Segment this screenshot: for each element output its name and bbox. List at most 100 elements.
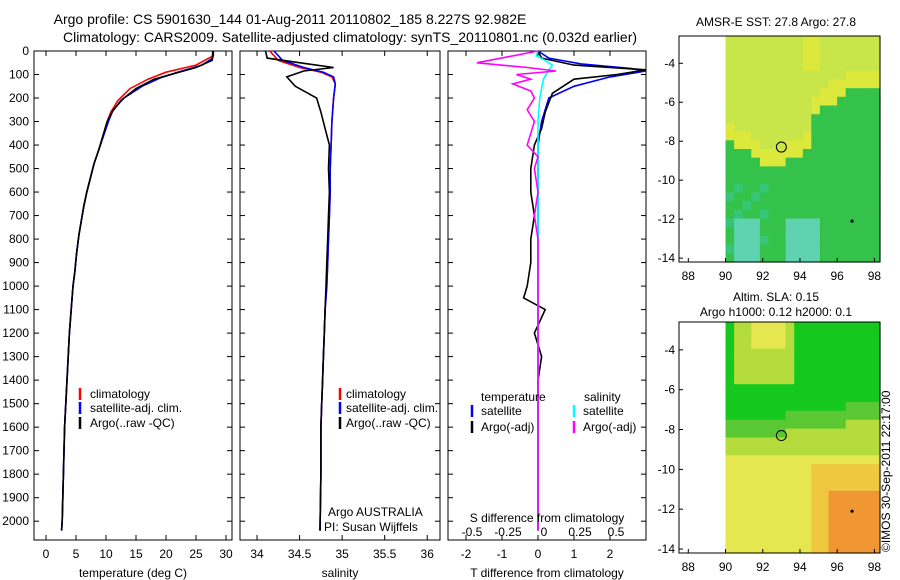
sst-map-cell	[854, 140, 864, 150]
sst-map-cell	[862, 131, 872, 141]
sst-map-cell	[862, 166, 872, 176]
sst-map-cell	[837, 122, 847, 133]
sst-map-cell	[742, 105, 752, 115]
sla-map-cell	[811, 366, 821, 376]
sla-map-cell	[854, 544, 864, 554]
sla-map-cell	[725, 544, 735, 554]
sla-map-cell	[785, 481, 795, 492]
sla-map-cell	[751, 508, 761, 519]
sst-map-cell	[751, 88, 761, 98]
sst-map-cell	[845, 44, 855, 54]
sst-map-cell	[734, 244, 744, 254]
sst-map-cell	[871, 44, 881, 54]
sst-map-xtick-label: 90	[719, 269, 733, 283]
sst-map-cell	[725, 140, 735, 150]
sla-map-cell	[751, 526, 761, 536]
sst-map-cell	[837, 183, 847, 194]
sla-map-cell	[871, 455, 881, 465]
sst-map-cell	[794, 192, 804, 202]
sst-map-frame	[678, 35, 881, 263]
sst-map-cell	[777, 227, 787, 237]
sla-map-cell	[862, 330, 872, 341]
salinity-legend-label: satellite-adj. clim.	[346, 401, 438, 415]
sst-map-cell	[871, 36, 881, 46]
sst-map-cell	[862, 79, 872, 89]
sst-map-profile-marker	[775, 141, 787, 153]
sst-map-cell	[794, 149, 804, 159]
sst-map-cell	[785, 253, 795, 263]
sla-map-cell	[751, 410, 761, 421]
sst-map-cell	[768, 244, 778, 254]
sla-map-cell	[811, 437, 821, 447]
sla-map-cell	[871, 446, 881, 456]
sla-map-cell	[871, 473, 881, 483]
sla-map-cell	[828, 357, 838, 367]
salinity-annotation-line1: Argo AUSTRALIA	[328, 505, 423, 519]
sla-map-ytick-label: -8	[664, 423, 675, 437]
sst-map-title: AMSR-E SST: 27.8 Argo: 27.8	[696, 15, 856, 29]
differences-xtick-label: -1	[497, 547, 508, 561]
sla-map-cell	[828, 535, 838, 545]
sst-map-cell	[725, 157, 735, 167]
sla-map-cell	[854, 348, 864, 359]
sla-map-cell	[742, 473, 752, 483]
sst-map-cell	[759, 227, 770, 237]
sla-map-cell	[837, 526, 847, 536]
sla-map-cell	[811, 544, 821, 554]
sst-map-cell	[854, 70, 864, 81]
temperature-ytick-label: 1700	[2, 444, 29, 458]
sla-map-cell	[811, 535, 821, 545]
sst-map-cell	[819, 218, 830, 228]
sst-map-cell	[802, 218, 812, 228]
sst-map-cell	[725, 149, 735, 159]
temperature-xlabel: temperature (deg C)	[79, 566, 187, 580]
sst-map-cell	[871, 166, 881, 176]
sla-map-cell	[862, 446, 872, 456]
sst-map-cell	[759, 201, 770, 211]
sla-map-cell	[794, 410, 804, 421]
diff-legend-label: satellite	[583, 404, 624, 418]
sst-map-cell	[751, 175, 761, 185]
differences-xtick-label: 1	[571, 547, 578, 561]
sla-map-cell	[742, 339, 752, 350]
sst-map-cell	[871, 96, 881, 107]
sst-map-cell	[854, 244, 864, 254]
sst-map-cell	[785, 36, 795, 46]
sla-map-cell	[777, 526, 787, 536]
sla-map-cell	[768, 375, 778, 385]
sst-map-cell	[828, 79, 838, 89]
sla-map-cell	[768, 446, 778, 456]
sst-map-cell	[854, 96, 864, 107]
sla-map-cell	[828, 437, 838, 447]
sla-map-cell	[734, 490, 744, 501]
sst-map-cell	[751, 166, 761, 176]
temperature-ytick-label: 1400	[2, 373, 29, 387]
sla-map-cell	[819, 402, 830, 412]
sst-map-cell	[742, 79, 752, 89]
sla-map-cell	[734, 508, 744, 519]
sst-map-cell	[768, 70, 778, 81]
sla-map-cell	[845, 428, 855, 439]
sst-map-cell	[734, 131, 744, 141]
sst-map-cell	[837, 209, 847, 220]
sla-map-cell	[777, 419, 787, 430]
diff-legend-label: Argo(-adj)	[481, 420, 534, 434]
sla-map-cell	[785, 544, 795, 554]
sla-map-cell	[751, 517, 761, 527]
sst-map-cell	[759, 218, 770, 228]
sst-map-cell	[854, 149, 864, 159]
sst-map-cell	[751, 44, 761, 54]
differences-series-0	[537, 50, 647, 531]
sla-map-cell	[854, 384, 864, 394]
sla-map-cell	[811, 339, 821, 350]
sst-map-cell	[794, 201, 804, 211]
sla-map-cell	[862, 526, 872, 536]
sst-map-cell	[734, 122, 744, 133]
sla-map-cell	[742, 535, 752, 545]
sla-map-cell	[802, 437, 812, 447]
sla-map-cell	[871, 490, 881, 501]
temperature-ytick-label: 1300	[2, 350, 29, 364]
sst-map-cell	[785, 53, 795, 63]
sla-map-cell	[819, 393, 830, 403]
sst-map-cell	[794, 131, 804, 141]
